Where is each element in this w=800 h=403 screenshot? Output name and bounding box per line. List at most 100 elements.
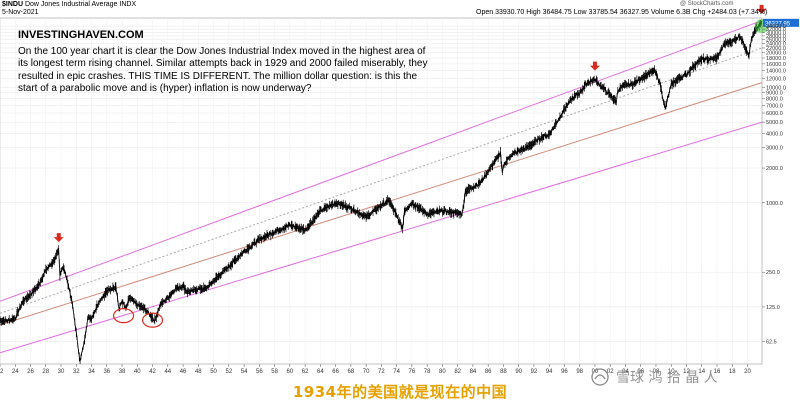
x-tick-label: 34 [88, 369, 95, 375]
x-tick-label: 68 [348, 369, 355, 375]
x-tick-label: 14 [698, 369, 705, 375]
x-tick-label: 58 [271, 369, 278, 375]
y-tick-label: 30000.0 [766, 30, 786, 36]
index-name: Dow Jones Industrial Average [24, 1, 118, 8]
x-tick-label: 26 [27, 369, 34, 375]
y-tick-label: 7000.0 [766, 103, 783, 109]
y-tick-label: 6000.0 [766, 111, 783, 117]
x-tick-label: 16 [714, 369, 721, 375]
x-tick-label: 78 [424, 369, 431, 375]
low-value: 33785.54 [588, 9, 618, 16]
channel-lines [0, 20, 763, 354]
x-axis: 22 24 26 28 30 32 34 36 38 40 42 44 46 48 50 52 54 56 58 60… [0, 364, 752, 375]
x-tick-label: 28 [42, 369, 49, 375]
x-tick-label: 82 [454, 369, 461, 375]
last-price-label: 36327.95 [765, 21, 791, 27]
y-tick-label: 5000.0 [766, 120, 783, 126]
x-tick-label: 98 [576, 369, 583, 375]
y-tick-label: 62.5 [766, 340, 777, 346]
x-tick-label: 10 [668, 369, 675, 375]
y-tick-label: 18000.0 [766, 56, 786, 62]
chart-annotations: 36327.95 [53, 4, 799, 328]
x-tick-label: 24 [12, 369, 19, 375]
y-tick-label: 20000.0 [766, 51, 786, 57]
symbol-header: $INDU Dow Jones Industrial Average INDX [2, 1, 136, 8]
x-tick-label: 54 [241, 369, 248, 375]
x-tick-label: 94 [546, 369, 553, 375]
y-tick-label: 14000.0 [766, 69, 786, 75]
x-tick-label: 02 [607, 369, 614, 375]
high-label: High [526, 9, 541, 16]
x-tick-label: 48 [195, 369, 202, 375]
y-axis: 62.5 125.0 250.0 1000.0 2000.0 3000.0 4000.0 50… [762, 24, 786, 346]
x-tick-label: 44 [164, 369, 171, 375]
y-tick-label: 8000.0 [766, 97, 783, 103]
x-tick-label: 64 [317, 369, 324, 375]
x-tick-label: 32 [73, 369, 80, 375]
x-tick-label: 42 [149, 369, 156, 375]
red-down-arrow [756, 4, 767, 14]
exchange: INDX [119, 1, 137, 8]
y-tick-label: 125.0 [766, 305, 780, 311]
plot-frame [0, 17, 763, 365]
channel-line-mid-upper [0, 47, 763, 314]
brand-title: INVESTINGHAVEN.COM [18, 29, 144, 41]
y-tick-label: 28000.0 [766, 34, 786, 40]
x-tick-label: 40 [134, 369, 141, 375]
stockcharts-watermark: @ StockCharts.com [680, 1, 734, 7]
high-value: 36484.75 [542, 9, 572, 16]
x-tick-label: 56 [256, 369, 263, 375]
x-tick-label: 80 [439, 369, 446, 375]
y-tick-label: 10000.0 [766, 85, 786, 91]
quote-line: Open 33930.70 High 36484.75 Low 33785.54… [476, 9, 767, 16]
y-tick-label: 34000.0 [766, 24, 786, 30]
x-tick-label: 74 [393, 369, 400, 375]
x-tick-label: 76 [409, 369, 416, 375]
x-tick-label: 30 [58, 369, 65, 375]
y-tick-label: 22000.0 [766, 46, 786, 52]
price-line [0, 22, 762, 361]
red-circle [112, 308, 135, 324]
chg-label: Chg [692, 9, 706, 16]
y-tick-label: 26000.0 [766, 38, 786, 44]
x-tick-label: 50 [210, 369, 217, 375]
x-tick-label: 18 [729, 369, 736, 375]
low-label: Low [573, 9, 587, 16]
channel-line-upper [0, 20, 763, 302]
x-tick-label: 88 [500, 369, 507, 375]
x-tick-label: 36 [103, 369, 110, 375]
channel-line-lower [0, 121, 763, 354]
x-tick-label: 86 [485, 369, 492, 375]
volume-label: Volume [650, 9, 675, 16]
y-tick-label: 9000.0 [766, 91, 783, 97]
x-tick-label: 84 [470, 369, 477, 375]
x-tick-label: 00 [592, 369, 599, 375]
y-tick-label: 2000.0 [766, 166, 783, 172]
y-tick-label: 16000.0 [766, 62, 786, 68]
symbol: $INDU [2, 1, 24, 8]
brand-mark-text: 雪球 鸿 拾 晶 人 [616, 369, 718, 386]
open-value: 33930.70 [495, 9, 525, 16]
y-tick-label: 24000.0 [766, 42, 786, 48]
y-tick-label: 3000.0 [766, 146, 783, 152]
x-tick-label: 60 [287, 369, 294, 375]
y-tick-label: 32000.0 [766, 27, 786, 33]
y-tick-label: 4000.0 [766, 131, 783, 137]
red-down-arrow [589, 61, 600, 71]
x-tick-label: 72 [378, 369, 385, 375]
x-tick-label: 20 [744, 369, 751, 375]
x-tick-label: 38 [119, 369, 126, 375]
x-tick-label: 08 [653, 369, 660, 375]
red-circle [141, 312, 164, 328]
x-tick-label: 90 [515, 369, 522, 375]
x-tick-label: 92 [531, 369, 538, 375]
y-tick-label: 12000.0 [766, 76, 786, 82]
annotation-text: On the 100 year chart it is clear the Do… [18, 46, 428, 95]
chg-value: +2484.03 (+7.34%) [707, 9, 768, 16]
x-tick-label: 12 [683, 369, 690, 375]
channel-line-middle [0, 82, 763, 326]
x-tick-label: 70 [363, 369, 370, 375]
close-value: 36327.95 [619, 9, 649, 16]
last-price-badge [763, 18, 799, 27]
x-tick-label: 96 [561, 369, 568, 375]
